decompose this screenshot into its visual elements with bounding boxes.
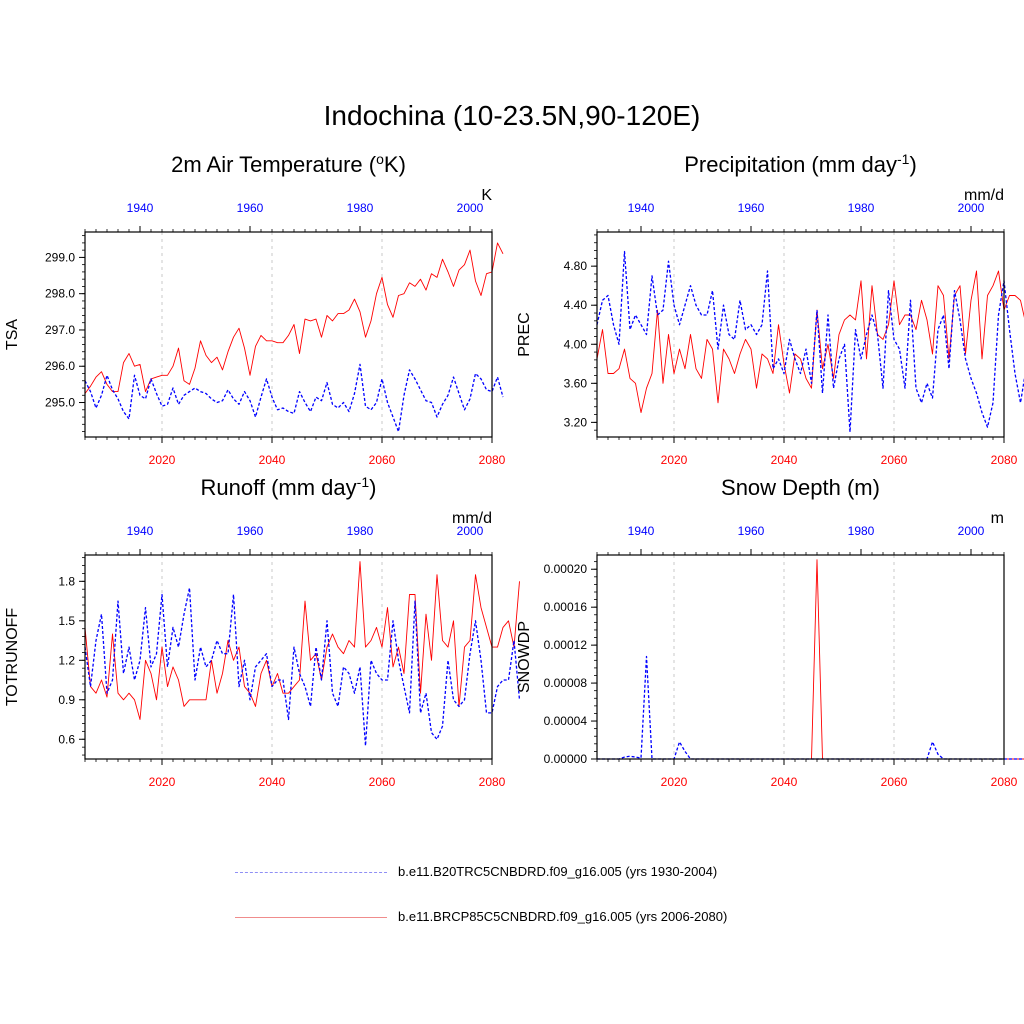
panel3-future-line [84, 561, 520, 720]
panel2-xtick-top-label: 2000 [958, 201, 985, 215]
panel1-frame [84, 231, 493, 438]
panel2-ytick-label: 4.00 [564, 337, 588, 351]
panel4-title-main: Snow Depth (m) [721, 475, 880, 500]
panel3-ylabel: TOTRUNOFF [4, 608, 21, 707]
panel4-frame [596, 554, 1005, 760]
panel4-title: Snow Depth (m) [721, 475, 880, 500]
panel1-xtick-bottom-label: 2080 [479, 453, 506, 467]
panel2-title-tail: ) [909, 152, 916, 177]
panel1-future-line [84, 242, 504, 394]
panel2-ytick-label: 4.80 [564, 259, 588, 273]
panel1-xtick-bottom-label: 2060 [369, 453, 396, 467]
panel4-ytick-label: 0.00016 [544, 600, 588, 614]
panel2-title-main: Precipitation (mm day [684, 152, 897, 177]
panel1-title-main: 2m Air Temperature ( [171, 152, 377, 177]
panel4-xtick-top-label: 2000 [958, 524, 985, 538]
panel3-xtick-top-label: 1960 [237, 524, 264, 538]
panel2-xtick-bottom-label: 2040 [771, 453, 798, 467]
panel1-ylabel: TSA [4, 319, 21, 350]
panel1-ytick-label: 299.0 [45, 250, 75, 264]
panel2-xtick-top-label: 1960 [738, 201, 765, 215]
panel2-xtick-top-label: 1980 [848, 201, 875, 215]
panel4-ytick-label: 0.00012 [544, 638, 588, 652]
panel4-historical-line [597, 655, 1024, 760]
panel3-xtick-bottom-label: 2060 [369, 775, 396, 789]
panel3-ytick-label: 1.5 [58, 614, 75, 628]
panel1-ytick-label: 295.0 [45, 396, 75, 410]
panel2-units-label: mm/d [964, 187, 1004, 204]
panel4-xtick-bottom-label: 2060 [881, 775, 908, 789]
panel4-xtick-top-label: 1960 [738, 524, 765, 538]
legend-future-label: b.e11.BRCP85C5CNBDRD.f09_g16.005 (yrs 20… [398, 909, 728, 924]
panel3-historical-line [84, 587, 521, 747]
legend: b.e11.B20TRC5CNBDRD.f09_g16.005 (yrs 193… [0, 850, 1024, 950]
panel2-frame [596, 231, 1005, 438]
panel2-ylabel: PREC [516, 312, 533, 356]
panel2-xtick-top-label: 1940 [628, 201, 655, 215]
panel4-xtick-bottom-label: 2080 [991, 775, 1018, 789]
figure-title: Indochina (10-23.5N,90-120E) [323, 100, 701, 131]
legend-historical-swatch [235, 872, 387, 873]
panel4-future-line [597, 559, 1024, 760]
panel2-title-superscript: -1 [897, 151, 910, 167]
panel1-xtick-bottom-label: 2040 [259, 453, 286, 467]
panel3-ytick-label: 1.8 [58, 574, 75, 588]
panel1-units-label: K [481, 187, 492, 204]
panel4-xtick-top-label: 1980 [848, 524, 875, 538]
panel4-units-label: m [991, 510, 1004, 527]
panel3-xtick-top-label: 2000 [457, 524, 484, 538]
panel3-title-superscript: -1 [357, 474, 370, 490]
panel1-historical-line [84, 363, 504, 433]
panel2-future-line [596, 270, 1024, 414]
panel2-title: Precipitation (mm day-1) [684, 151, 917, 177]
panel2-ytick-label: 3.60 [564, 376, 588, 390]
legend-future-swatch [235, 917, 387, 918]
panel3-xtick-bottom-label: 2040 [259, 775, 286, 789]
panel3-frame [84, 554, 493, 760]
panel3-xtick-bottom-label: 2020 [149, 775, 176, 789]
panel2-xtick-bottom-label: 2020 [661, 453, 688, 467]
panel2-xtick-bottom-label: 2080 [991, 453, 1018, 467]
panel3-ytick-label: 0.9 [58, 693, 75, 707]
panel3-title-tail: ) [369, 475, 376, 500]
panel2-ytick-label: 3.20 [564, 415, 588, 429]
panel3-title: Runoff (mm day-1) [201, 474, 377, 500]
panel1-xtick-bottom-label: 2020 [149, 453, 176, 467]
panel4-xtick-top-label: 1940 [628, 524, 655, 538]
panel2-xtick-bottom-label: 2060 [881, 453, 908, 467]
legend-historical-label: b.e11.B20TRC5CNBDRD.f09_g16.005 (yrs 193… [398, 864, 718, 879]
panel4-ytick-label: 0.00020 [544, 562, 588, 576]
panel2-historical-line [596, 250, 1024, 433]
panel4-ytick-label: 0.00008 [544, 676, 588, 690]
panel3-xtick-bottom-label: 2080 [479, 775, 506, 789]
panel3-xtick-top-label: 1980 [347, 524, 374, 538]
panel4-ylabel: SNOWDP [516, 621, 533, 693]
panel1-title-tail: K) [384, 152, 406, 177]
panel3-ytick-label: 0.6 [58, 732, 75, 746]
panel4-ytick-label: 0.00000 [544, 752, 588, 766]
panel3-xtick-top-label: 1940 [127, 524, 154, 538]
panel4-ytick-label: 0.00004 [544, 714, 588, 728]
panel2-ytick-label: 4.40 [564, 298, 588, 312]
panel1-ytick-label: 298.0 [45, 287, 75, 301]
panel4-xtick-bottom-label: 2040 [771, 775, 798, 789]
panel1-xtick-top-label: 1980 [347, 201, 374, 215]
panel1-title-superscript: o [376, 151, 384, 167]
panel1-xtick-top-label: 2000 [457, 201, 484, 215]
panel1-title: 2m Air Temperature (oK) [171, 151, 406, 177]
panel1-xtick-top-label: 1960 [237, 201, 264, 215]
panel3-title-main: Runoff (mm day [201, 475, 357, 500]
panel1-ytick-label: 296.0 [45, 359, 75, 373]
panel4-xtick-bottom-label: 2020 [661, 775, 688, 789]
panel3-ytick-label: 1.2 [58, 653, 75, 667]
panel1-xtick-top-label: 1940 [127, 201, 154, 215]
panel1-ytick-label: 297.0 [45, 323, 75, 337]
panel3-units-label: mm/d [452, 510, 492, 527]
